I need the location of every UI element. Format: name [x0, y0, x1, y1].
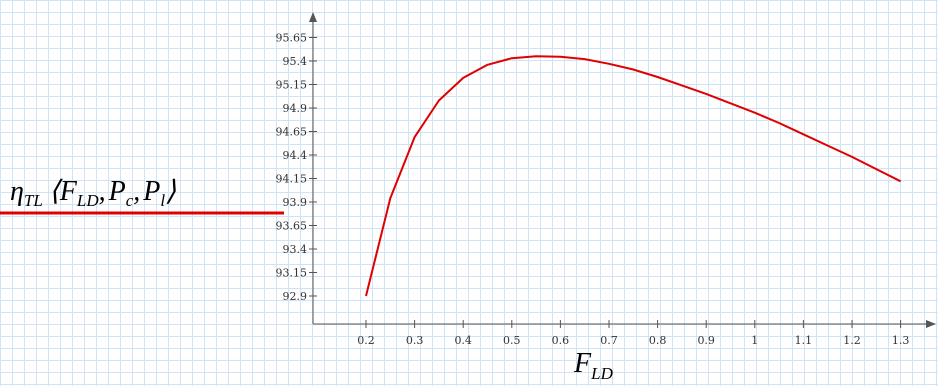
y-tick-label: 94.15: [276, 173, 308, 186]
chart-axes: [309, 12, 936, 328]
x-tick-label: 1.2: [843, 334, 861, 347]
series-group: [365, 55, 902, 297]
y-tick-label: 94.4: [283, 149, 308, 162]
x-axis-arrow: [926, 320, 936, 328]
x-tick-label: 0.6: [552, 334, 570, 347]
y-tick-label: 93.4: [283, 243, 308, 256]
series-line: [365, 55, 902, 297]
x-tick-label: 1: [751, 334, 758, 347]
x-tick-label: 1.3: [892, 334, 910, 347]
y-tick-label: 93.65: [276, 220, 308, 233]
x-tick-label: 0.7: [600, 334, 618, 347]
y-tick-label: 93.9: [283, 196, 308, 209]
x-tick-label: 0.3: [406, 334, 424, 347]
x-tick-label: 1.1: [795, 334, 813, 347]
x-tick-label: 0.9: [697, 334, 715, 347]
x-tick-label: 0.2: [357, 334, 375, 347]
y-tick-label: 94.9: [283, 102, 308, 115]
x-tick-label: 0.8: [649, 334, 667, 347]
y-tick-label: 95.15: [276, 79, 308, 92]
x-ticks: 0.2 0.3 0.4 0.5 0.6 0.7 0.8 0.9 1 1.1 1.2 1.3: [357, 320, 909, 347]
y-tick-label: 92.9: [283, 290, 308, 303]
legend: ηTL ⟨FLD, Pc, Pl⟩: [0, 176, 284, 215]
y-tick-label: 95.4: [283, 55, 308, 68]
legend-label: ηTL ⟨FLD, Pc, Pl⟩: [10, 176, 176, 210]
y-ticks: 92.9 93.15 93.4 93.65 93.9 94.15 94.4 94.65 94.9…: [276, 32, 317, 303]
x-axis-label: FLD: [573, 348, 614, 383]
y-tick-label: 93.15: [276, 267, 308, 280]
y-tick-label: 95.65: [276, 32, 308, 45]
y-tick-label: 94.65: [276, 126, 308, 139]
y-axis-arrow: [309, 12, 317, 22]
x-tick-label: 0.5: [503, 334, 521, 347]
x-tick-label: 0.4: [454, 334, 472, 347]
